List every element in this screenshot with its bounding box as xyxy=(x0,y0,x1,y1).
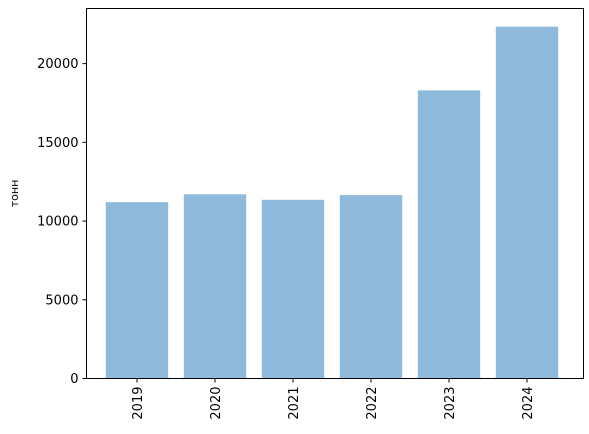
bar-2021 xyxy=(261,199,325,379)
x-tick-label-2022: 2022 xyxy=(365,387,380,420)
bar-2023 xyxy=(417,90,481,379)
bar-2019 xyxy=(105,202,169,379)
bar-2024 xyxy=(495,26,559,379)
plot-frame xyxy=(86,8,584,379)
y-tick-label-20000: 20000 xyxy=(37,57,78,72)
y-tick-label-15000: 15000 xyxy=(37,136,78,151)
x-tick-label-2023: 2023 xyxy=(443,387,458,420)
x-tick-label-2024: 2024 xyxy=(521,387,536,420)
bar-2020 xyxy=(183,194,247,379)
x-tick-label-2021: 2021 xyxy=(287,387,302,420)
y-axis-ticks: 0 5000 10000 15000 20000 xyxy=(37,57,87,387)
bars-group xyxy=(105,26,559,379)
y-tick-label-10000: 10000 xyxy=(37,215,78,230)
x-axis-ticks: 2019 2020 2021 2022 2023 2024 xyxy=(131,378,536,420)
x-tick-label-2020: 2020 xyxy=(209,387,224,420)
x-tick-label-2019: 2019 xyxy=(131,387,146,420)
y-tick-label-0: 0 xyxy=(70,372,78,387)
y-tick-label-5000: 5000 xyxy=(45,293,78,308)
bar-2022 xyxy=(339,195,403,379)
y-axis-label: тонн xyxy=(8,180,21,208)
